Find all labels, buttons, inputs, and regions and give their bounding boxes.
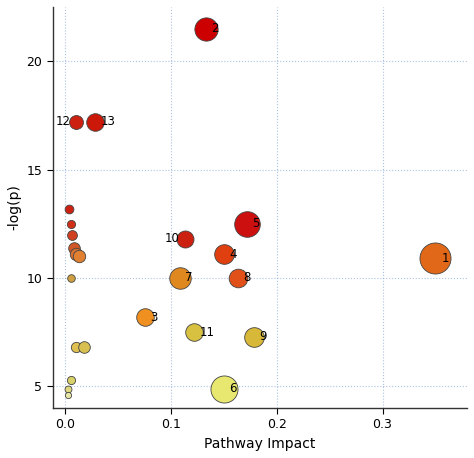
Point (75, 253, 83, 260)
Text: 5: 5 (253, 217, 260, 230)
Point (244, 220, 251, 228)
Text: 4: 4 (229, 248, 237, 261)
Point (431, 255, 439, 262)
Text: 12: 12 (56, 115, 71, 128)
Y-axis label: -log(p): -log(p) (7, 185, 21, 230)
Text: 6: 6 (229, 382, 237, 395)
Point (70, 244, 78, 251)
Point (67, 220, 74, 228)
Point (72, 344, 80, 351)
Point (67, 274, 74, 282)
Text: 7: 7 (185, 272, 192, 284)
Text: 3: 3 (150, 311, 157, 323)
Text: 2: 2 (211, 22, 219, 35)
Point (81, 344, 88, 351)
Point (250, 333, 257, 340)
Point (176, 274, 183, 282)
Point (72, 251, 80, 258)
Text: 10: 10 (165, 233, 180, 245)
Point (141, 313, 148, 321)
Text: 13: 13 (100, 115, 115, 128)
Point (65, 205, 73, 212)
Point (234, 274, 242, 282)
Point (72, 118, 80, 125)
Point (181, 235, 189, 243)
Point (67, 376, 74, 383)
Point (64, 385, 72, 392)
Point (191, 328, 198, 336)
Text: 1: 1 (442, 252, 449, 265)
Point (64, 392, 72, 399)
Point (220, 251, 228, 258)
Point (68, 231, 76, 238)
Text: 9: 9 (259, 330, 266, 343)
Text: 11: 11 (200, 326, 215, 339)
Point (91, 118, 99, 125)
Text: 8: 8 (243, 272, 250, 284)
X-axis label: Pathway Impact: Pathway Impact (204, 437, 316, 451)
Point (220, 385, 228, 392)
Point (202, 25, 210, 33)
